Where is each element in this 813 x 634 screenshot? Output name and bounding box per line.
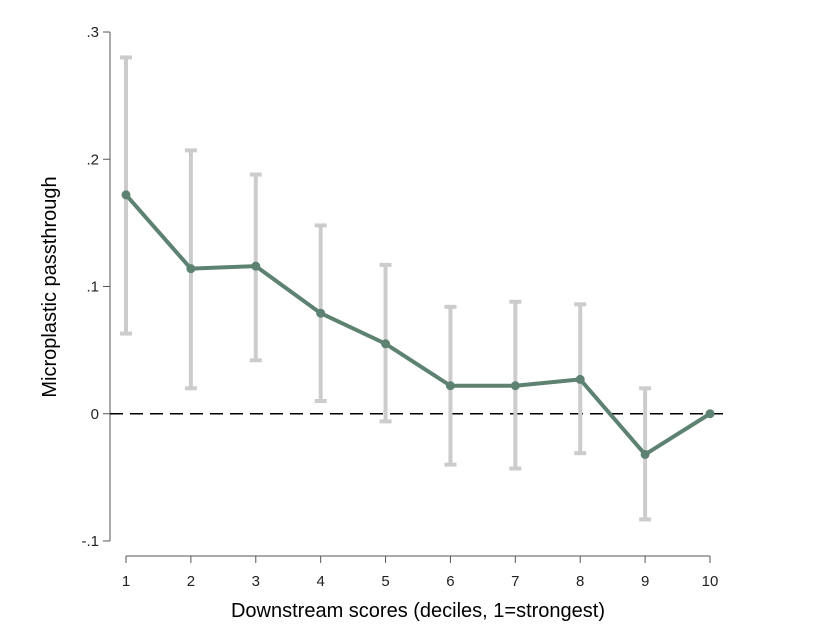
y-tick-label: 0: [91, 406, 99, 423]
x-tick-label: 4: [316, 573, 324, 590]
y-tick-label: .1: [86, 279, 99, 296]
data-point-1: [121, 190, 131, 200]
data-point-4: [316, 308, 326, 318]
data-point-6: [445, 381, 455, 391]
data-point-9: [640, 449, 650, 459]
x-tick-label: 5: [381, 573, 389, 590]
x-tick-label: 9: [641, 573, 649, 590]
x-tick-label: 6: [446, 573, 454, 590]
confidence-intervals: [120, 55, 652, 522]
data-point-2: [186, 264, 196, 274]
data-point-5: [381, 339, 391, 349]
series-line: [124, 192, 712, 457]
x-tick-label: 8: [576, 573, 584, 590]
series-line-group: [124, 192, 712, 457]
x-tick-label: 7: [511, 573, 519, 590]
y-tick-label: -.1: [81, 533, 99, 550]
x-tick-label: 2: [187, 573, 195, 590]
y-axis-title: Microplastic passthrough: [39, 176, 61, 397]
x-tick-label: 3: [252, 573, 260, 590]
x-tick-label: 10: [702, 573, 719, 590]
data-points: [121, 190, 715, 459]
y-tick-label: .3: [86, 24, 99, 41]
data-point-3: [251, 261, 261, 271]
y-axis: -.1 0 .1 .2 .3: [81, 24, 111, 550]
data-point-10: [705, 409, 715, 419]
x-axis: 1 2 3 4 5 6 7 8 9 10: [122, 555, 719, 590]
x-axis-title: Downstream scores (deciles, 1=strongest): [231, 600, 605, 622]
x-tick-label: 1: [122, 573, 130, 590]
data-point-7: [510, 381, 520, 391]
data-point-8: [575, 374, 585, 384]
y-tick-label: .2: [86, 151, 99, 168]
